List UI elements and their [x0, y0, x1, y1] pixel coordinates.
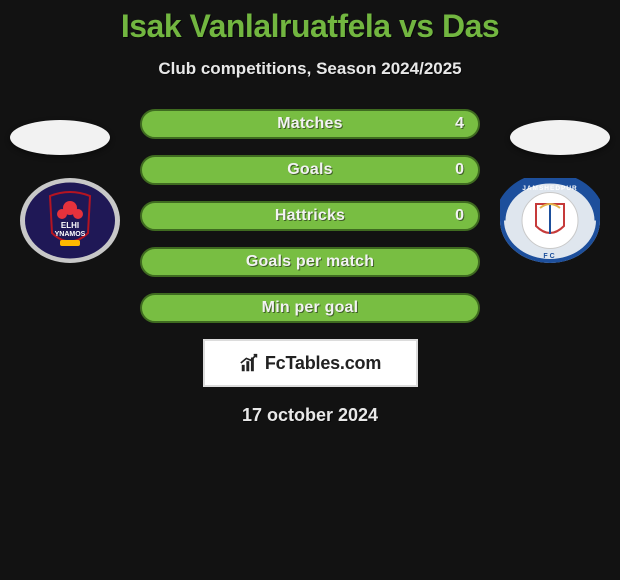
svg-text:FC: FC: [543, 253, 556, 260]
stat-value-right: 0: [455, 161, 464, 179]
shield-icon: ELHI YNAMOS: [20, 178, 120, 263]
stat-label: Goals per match: [246, 253, 374, 271]
stat-label: Goals: [287, 161, 332, 179]
stat-value-right: 4: [455, 115, 464, 133]
svg-text:JAMSHEDPUR: JAMSHEDPUR: [522, 185, 578, 192]
club-left-badge: ELHI YNAMOS: [20, 178, 120, 263]
stat-label: Min per goal: [262, 299, 359, 317]
stat-row-hattricks: Hattricks 0: [140, 201, 480, 231]
player-right-avatar: [510, 120, 610, 155]
brand-name: FcTables.com: [265, 353, 381, 374]
date-text: 17 october 2024: [0, 405, 620, 426]
page-title: Isak Vanlalruatfela vs Das: [0, 8, 620, 45]
svg-text:YNAMOS: YNAMOS: [55, 231, 86, 238]
stat-row-goals-per-match: Goals per match: [140, 247, 480, 277]
stats-column: Matches 4 Goals 0 Hattricks 0 Goals per …: [140, 109, 480, 323]
stat-label: Matches: [277, 115, 342, 133]
shield-icon: JAMSHEDPUR FC: [500, 178, 600, 263]
stat-row-min-per-goal: Min per goal: [140, 293, 480, 323]
club-right-badge: JAMSHEDPUR FC: [500, 178, 600, 263]
stat-row-goals: Goals 0: [140, 155, 480, 185]
player-left-avatar: [10, 120, 110, 155]
svg-text:ELHI: ELHI: [61, 221, 79, 230]
bar-chart-icon: [239, 352, 261, 374]
brand-box[interactable]: FcTables.com: [203, 339, 418, 387]
subtitle: Club competitions, Season 2024/2025: [0, 59, 620, 79]
stat-row-matches: Matches 4: [140, 109, 480, 139]
comparison-card: Isak Vanlalruatfela vs Das Club competit…: [0, 0, 620, 580]
stat-label: Hattricks: [275, 207, 345, 225]
stat-value-right: 0: [455, 207, 464, 225]
